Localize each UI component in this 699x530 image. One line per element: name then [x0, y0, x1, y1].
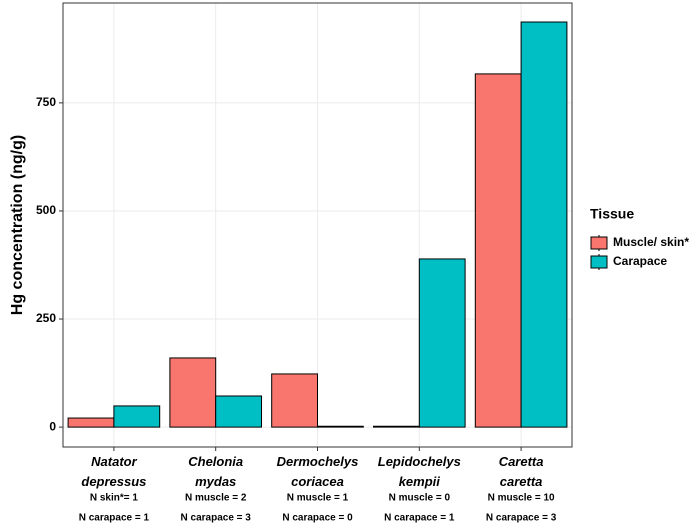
- sample-size: N muscle = 10: [488, 493, 555, 504]
- x-tick-label-line: coriacea: [291, 474, 344, 489]
- x-tick-label-line: Chelonia: [188, 454, 243, 469]
- legend-title: Tissue: [590, 206, 634, 222]
- x-tick-label-line: depressus: [81, 474, 146, 489]
- x-tick-label-line: Lepidochelys: [378, 454, 461, 469]
- sample-size: N carapace = 3: [486, 513, 557, 524]
- sample-size: N carapace = 1: [79, 513, 150, 524]
- legend-label: Carapace: [613, 254, 667, 268]
- bar: [215, 395, 263, 428]
- x-tick-label-line: caretta: [500, 474, 543, 489]
- bar: [418, 258, 466, 428]
- bar: [67, 417, 115, 428]
- sample-size: N carapace = 3: [181, 513, 252, 524]
- sample-size: N carapace = 0: [282, 513, 353, 524]
- legend-label: Muscle/ skin*: [613, 235, 689, 249]
- sample-size: N skin*= 1: [90, 493, 139, 504]
- x-tick-label: Dermochelys coriacea: [277, 454, 359, 489]
- y-tick-label: 0: [49, 419, 56, 433]
- x-tick-label-line: Caretta: [499, 454, 544, 469]
- y-tick-label: 250: [36, 311, 56, 325]
- y-axis-label: Hg concentration (ng/g): [9, 135, 26, 315]
- sample-size: N muscle = 0: [389, 493, 451, 504]
- sample-size: N muscle = 1: [287, 493, 349, 504]
- bar: [520, 21, 568, 428]
- sample-size: N carapace = 1: [384, 513, 455, 524]
- y-tick-label: 500: [36, 203, 56, 217]
- x-tick-label-line: Natator: [91, 454, 137, 469]
- x-tick-label: Natator depressus: [81, 454, 146, 489]
- sample-size: N muscle = 2: [185, 493, 247, 504]
- y-tick-label: 750: [36, 95, 56, 109]
- bar: [169, 357, 217, 428]
- plot-border: [62, 2, 573, 448]
- legend-swatch: [590, 236, 608, 250]
- legend-swatch: [590, 255, 608, 269]
- bar: [113, 405, 161, 428]
- x-tick-label: Caretta caretta: [499, 454, 544, 489]
- bar: [317, 425, 364, 428]
- x-tick-label-line: mydas: [195, 474, 236, 489]
- bar: [271, 373, 319, 428]
- bar: [474, 73, 522, 428]
- x-tick-label: Lepidochelys kempii: [378, 454, 461, 489]
- x-tick-label-line: kempii: [399, 474, 441, 489]
- x-tick-label: Chelonia mydas: [188, 454, 243, 489]
- x-tick-label-line: Dermochelys: [277, 454, 359, 469]
- bar: [372, 425, 420, 428]
